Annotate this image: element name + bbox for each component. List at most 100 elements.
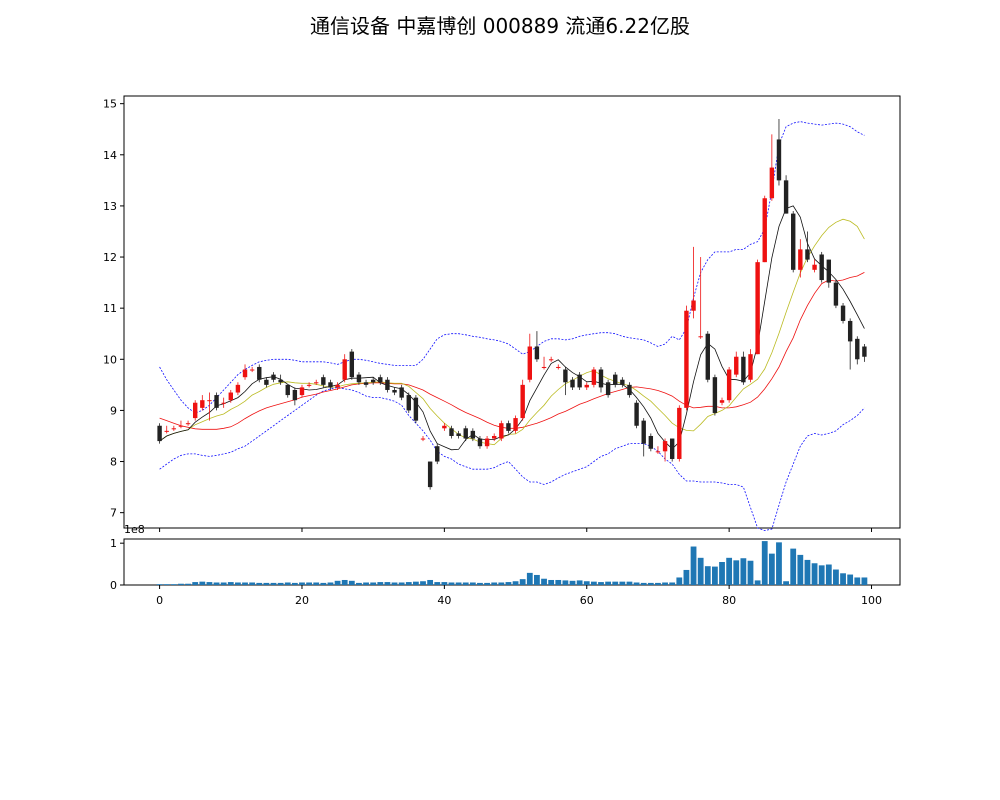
candle bbox=[613, 372, 618, 388]
volume-y-tick-label: 0 bbox=[110, 579, 117, 592]
candle bbox=[741, 351, 746, 385]
candle-body bbox=[705, 333, 710, 380]
candle-body bbox=[520, 384, 525, 419]
volume-bar bbox=[690, 546, 697, 585]
volume-bar bbox=[804, 559, 811, 585]
x-tick-label: 40 bbox=[437, 594, 451, 607]
candle-body bbox=[712, 377, 718, 413]
candle bbox=[292, 387, 298, 406]
candle bbox=[691, 246, 696, 319]
volume-bar bbox=[747, 560, 754, 585]
volume-bar bbox=[847, 574, 854, 585]
candle-body bbox=[833, 282, 839, 306]
price-x-ticks bbox=[159, 528, 873, 532]
candle bbox=[392, 387, 397, 396]
volume-bar bbox=[640, 582, 647, 585]
candle-body bbox=[363, 382, 369, 385]
candle bbox=[306, 382, 312, 388]
candle-body bbox=[257, 366, 262, 380]
candle bbox=[178, 420, 184, 429]
candle bbox=[321, 374, 326, 388]
candle bbox=[192, 400, 198, 421]
candle bbox=[620, 377, 625, 388]
candle bbox=[819, 251, 824, 283]
candle bbox=[748, 349, 753, 383]
volume-bar bbox=[377, 582, 384, 585]
volume-bar bbox=[626, 581, 633, 585]
candle bbox=[570, 377, 575, 390]
candle bbox=[648, 433, 654, 452]
x-tick-label: 100 bbox=[861, 594, 882, 607]
candle bbox=[335, 382, 340, 390]
volume-bar bbox=[833, 569, 839, 585]
candle-body bbox=[492, 435, 497, 439]
candle bbox=[805, 231, 810, 263]
candle-body bbox=[278, 379, 283, 383]
volume-bar bbox=[598, 582, 604, 585]
candle-body bbox=[527, 346, 532, 380]
volume-bars bbox=[156, 541, 868, 585]
candle-body bbox=[791, 213, 796, 270]
candle-body bbox=[456, 433, 461, 436]
candle bbox=[627, 382, 632, 398]
candle bbox=[769, 134, 775, 201]
volume-bar bbox=[356, 582, 362, 585]
candle-body bbox=[584, 384, 589, 388]
candle-body bbox=[769, 167, 775, 199]
candle bbox=[299, 384, 305, 398]
candle-body bbox=[634, 402, 639, 426]
candle-body bbox=[591, 369, 597, 385]
volume-bar bbox=[719, 562, 725, 585]
candle-body bbox=[847, 320, 853, 342]
volume-bar bbox=[284, 582, 291, 585]
candle-body bbox=[620, 379, 625, 385]
volume-bar bbox=[469, 582, 476, 585]
candle-body bbox=[249, 369, 255, 371]
candlestick-panel: 7 8 9 10 11 12 13 14 15 bbox=[103, 95, 901, 532]
volume-bar bbox=[263, 582, 270, 585]
candle-body bbox=[392, 389, 397, 393]
candle-body bbox=[242, 369, 248, 378]
volume-bar bbox=[840, 573, 846, 585]
candle bbox=[840, 303, 846, 324]
candle bbox=[591, 366, 597, 388]
candle bbox=[314, 379, 319, 385]
volume-bar bbox=[420, 581, 426, 585]
candle bbox=[641, 418, 646, 457]
candle bbox=[442, 423, 447, 431]
volume-bar bbox=[505, 582, 512, 585]
bollinger-lower-line bbox=[159, 386, 865, 532]
y-tick-label: 7 bbox=[110, 507, 117, 520]
candle-body bbox=[762, 198, 767, 263]
candle-body bbox=[399, 387, 404, 398]
candle-body bbox=[314, 382, 319, 384]
candle-body bbox=[470, 430, 476, 439]
ma5-line bbox=[159, 205, 865, 451]
volume-bar bbox=[861, 577, 868, 585]
candle bbox=[563, 366, 568, 396]
candle-body bbox=[755, 262, 760, 355]
candle bbox=[520, 379, 525, 421]
candle-body bbox=[613, 374, 618, 385]
volume-bar bbox=[441, 582, 448, 585]
candle bbox=[734, 351, 739, 378]
volume-x-ticks: 0 20 40 60 80 100 bbox=[156, 585, 882, 607]
volume-bar bbox=[562, 580, 569, 585]
candle bbox=[862, 343, 867, 362]
candle bbox=[492, 433, 497, 442]
volume-bar bbox=[206, 582, 213, 585]
volume-bar bbox=[612, 581, 619, 585]
volume-bar bbox=[341, 579, 348, 585]
volume-bar bbox=[477, 582, 483, 585]
ma10-line bbox=[159, 218, 865, 446]
candle bbox=[705, 331, 710, 383]
candle bbox=[791, 211, 796, 273]
candle bbox=[356, 372, 362, 385]
y-tick-label: 15 bbox=[103, 98, 117, 111]
candle-body bbox=[349, 351, 355, 378]
candle-body bbox=[299, 387, 305, 396]
volume-bar bbox=[704, 566, 711, 585]
candle-body bbox=[627, 384, 632, 396]
volume-bar bbox=[398, 582, 405, 585]
